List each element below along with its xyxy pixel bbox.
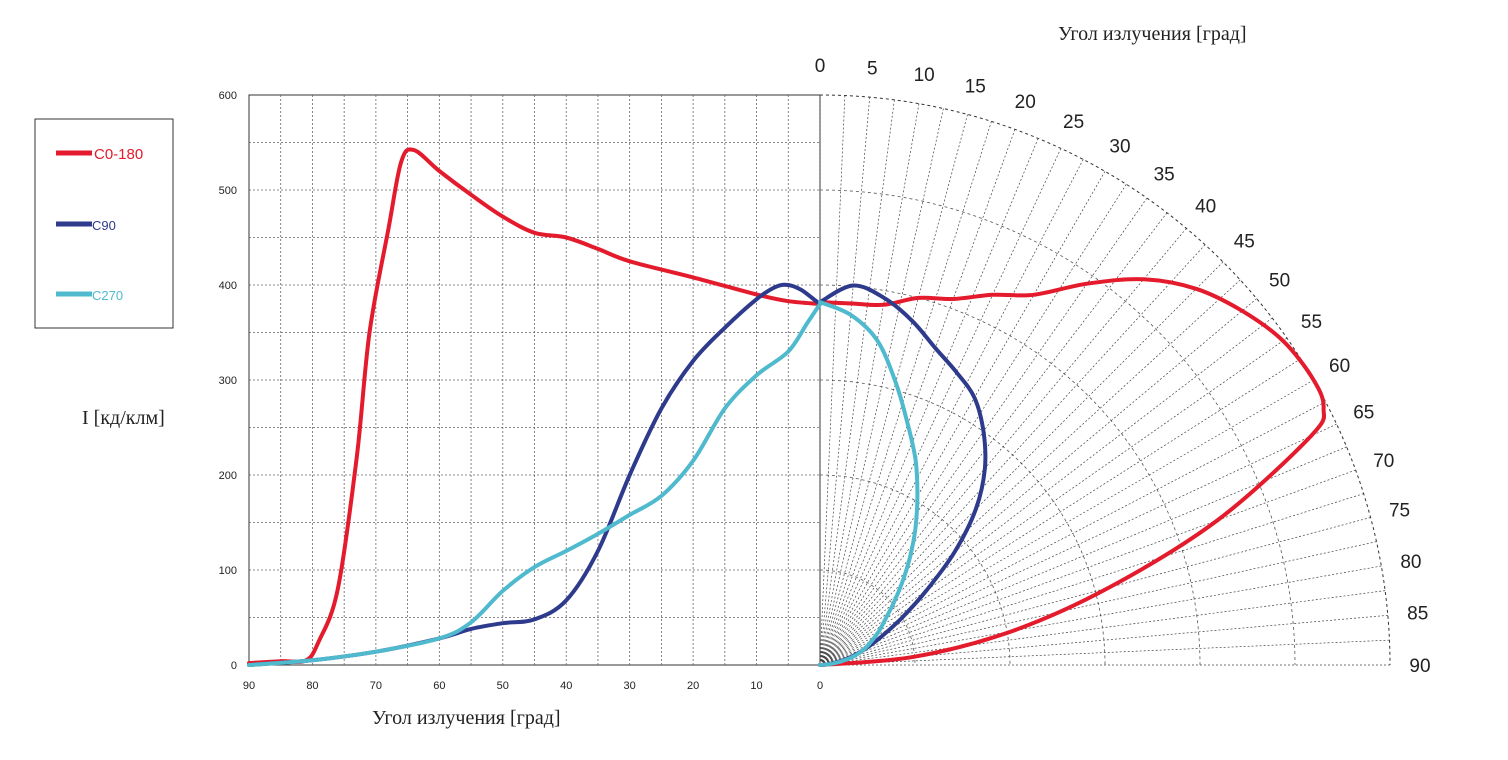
polar-angle-label: 50	[1269, 270, 1290, 291]
x-tick-label: 0	[817, 680, 823, 692]
polar-radial-line	[819, 379, 1314, 666]
polar-radial-line	[819, 358, 1301, 666]
polar-arc	[819, 94, 1391, 666]
polar-angle-label: 10	[914, 65, 935, 86]
polar-series-c0-180	[818, 277, 1327, 667]
x-tick-label: 30	[624, 680, 636, 692]
polar-angle-label: 85	[1407, 604, 1428, 625]
polar-angle-label: 75	[1389, 501, 1410, 522]
polar-radial-line	[819, 99, 895, 666]
polar-radial-line	[819, 469, 1356, 666]
polar-radial-line	[819, 565, 1382, 666]
y-tick-label: 400	[219, 280, 237, 292]
x-tick-label: 70	[370, 680, 382, 692]
polar-radial-line	[819, 95, 846, 666]
polar-radial-line	[819, 138, 1039, 666]
polar-radial-line	[819, 97, 871, 666]
polar-arc	[819, 569, 916, 666]
x-tick-label: 40	[560, 680, 572, 692]
legend: C0-180 C90 C270	[34, 118, 174, 329]
polar-radial-line	[819, 159, 1084, 666]
polar-series-c270	[818, 300, 920, 667]
polar-radial-line	[819, 614, 1388, 666]
x-tick-label: 50	[497, 680, 509, 692]
cartesian-grid	[248, 94, 821, 666]
polar-radial-line	[819, 171, 1106, 666]
polar-radial-line	[819, 517, 1371, 666]
polar-angle-label: 55	[1301, 312, 1322, 333]
y-tick-label: 300	[219, 375, 237, 387]
polar-grid	[819, 94, 1391, 666]
polar-radial-line	[819, 317, 1273, 666]
y-tick-label: 200	[219, 470, 237, 482]
polar-radial-line	[819, 103, 920, 666]
polar-plot: 0 5 10 15 20 25 30 35 40 45 50 55 60 65 70 75 80 85 90	[815, 56, 1431, 677]
y-tick-label: 600	[219, 90, 237, 102]
polar-angle-label: 30	[1109, 136, 1130, 157]
x-axis-label: Угол излучения [град]	[372, 707, 561, 729]
polar-series-c90	[818, 283, 988, 667]
polar-angle-label: 80	[1400, 552, 1421, 573]
polar-radial-line	[819, 244, 1206, 666]
polar-angle-label: 60	[1329, 356, 1350, 377]
polar-radial-line	[819, 121, 992, 666]
polar-radial-line	[819, 184, 1127, 666]
polar-radial-line	[819, 590, 1386, 666]
polar-radial-line	[819, 108, 944, 666]
curves	[247, 147, 1327, 667]
polar-angle-label: 70	[1373, 451, 1394, 472]
polar-angle-label: 0	[815, 56, 826, 77]
polar-arc	[819, 474, 1011, 666]
polar-angle-label: 20	[1015, 92, 1036, 113]
polar-angle-label: 65	[1353, 402, 1374, 423]
polar-angle-label: 45	[1234, 232, 1255, 253]
polar-angle-label: 90	[1409, 656, 1430, 677]
y-axis-label: I [кд/клм]	[82, 407, 165, 429]
polar-radial-line	[819, 337, 1288, 666]
polar-radial-line	[819, 148, 1062, 666]
y-tick-label: 500	[219, 185, 237, 197]
polar-radial-line	[819, 114, 968, 666]
polar-angle-label: 25	[1063, 112, 1084, 133]
x-tick-label: 80	[306, 680, 318, 692]
x-tick-label: 60	[433, 680, 445, 692]
polar-radial-line	[819, 129, 1016, 666]
legend-label-c0-180: C0-180	[94, 146, 143, 163]
polar-radial-line	[819, 228, 1187, 666]
polar-arc	[819, 189, 1296, 666]
polar-angle-labels: 0 5 10 15 20 25 30 35 40 45 50 55 60 65 70 75 80 85 90	[815, 56, 1431, 677]
polar-radial-line	[819, 639, 1390, 666]
polar-radial-line	[819, 493, 1364, 666]
polar-radial-line	[819, 541, 1377, 666]
y-tick-label: 100	[219, 565, 237, 577]
polar-radial-line	[819, 261, 1224, 666]
cartesian-series-c0-180	[247, 147, 822, 666]
polar-radial-line	[819, 212, 1168, 666]
legend-label-c90: C90	[92, 218, 116, 233]
x-tick-label: 10	[750, 680, 762, 692]
polar-radial-line	[819, 279, 1241, 666]
polar-radial-line	[819, 446, 1347, 666]
cartesian-series-c270	[247, 302, 822, 667]
polar-angle-label: 40	[1195, 196, 1216, 217]
polar-angle-label: 35	[1154, 165, 1175, 186]
y-tick-label: 0	[231, 660, 237, 672]
x-tick-label: 20	[687, 680, 699, 692]
legend-label-c270: C270	[92, 288, 123, 303]
x-tick-label: 90	[243, 680, 255, 692]
polar-radial-line	[819, 423, 1337, 666]
polar-angle-label: 15	[965, 76, 986, 97]
polar-radial-line	[819, 401, 1326, 666]
polar-radial-line	[819, 298, 1257, 666]
polar-title: Угол излучения [град]	[1058, 23, 1247, 45]
polar-angle-label: 5	[867, 58, 878, 79]
